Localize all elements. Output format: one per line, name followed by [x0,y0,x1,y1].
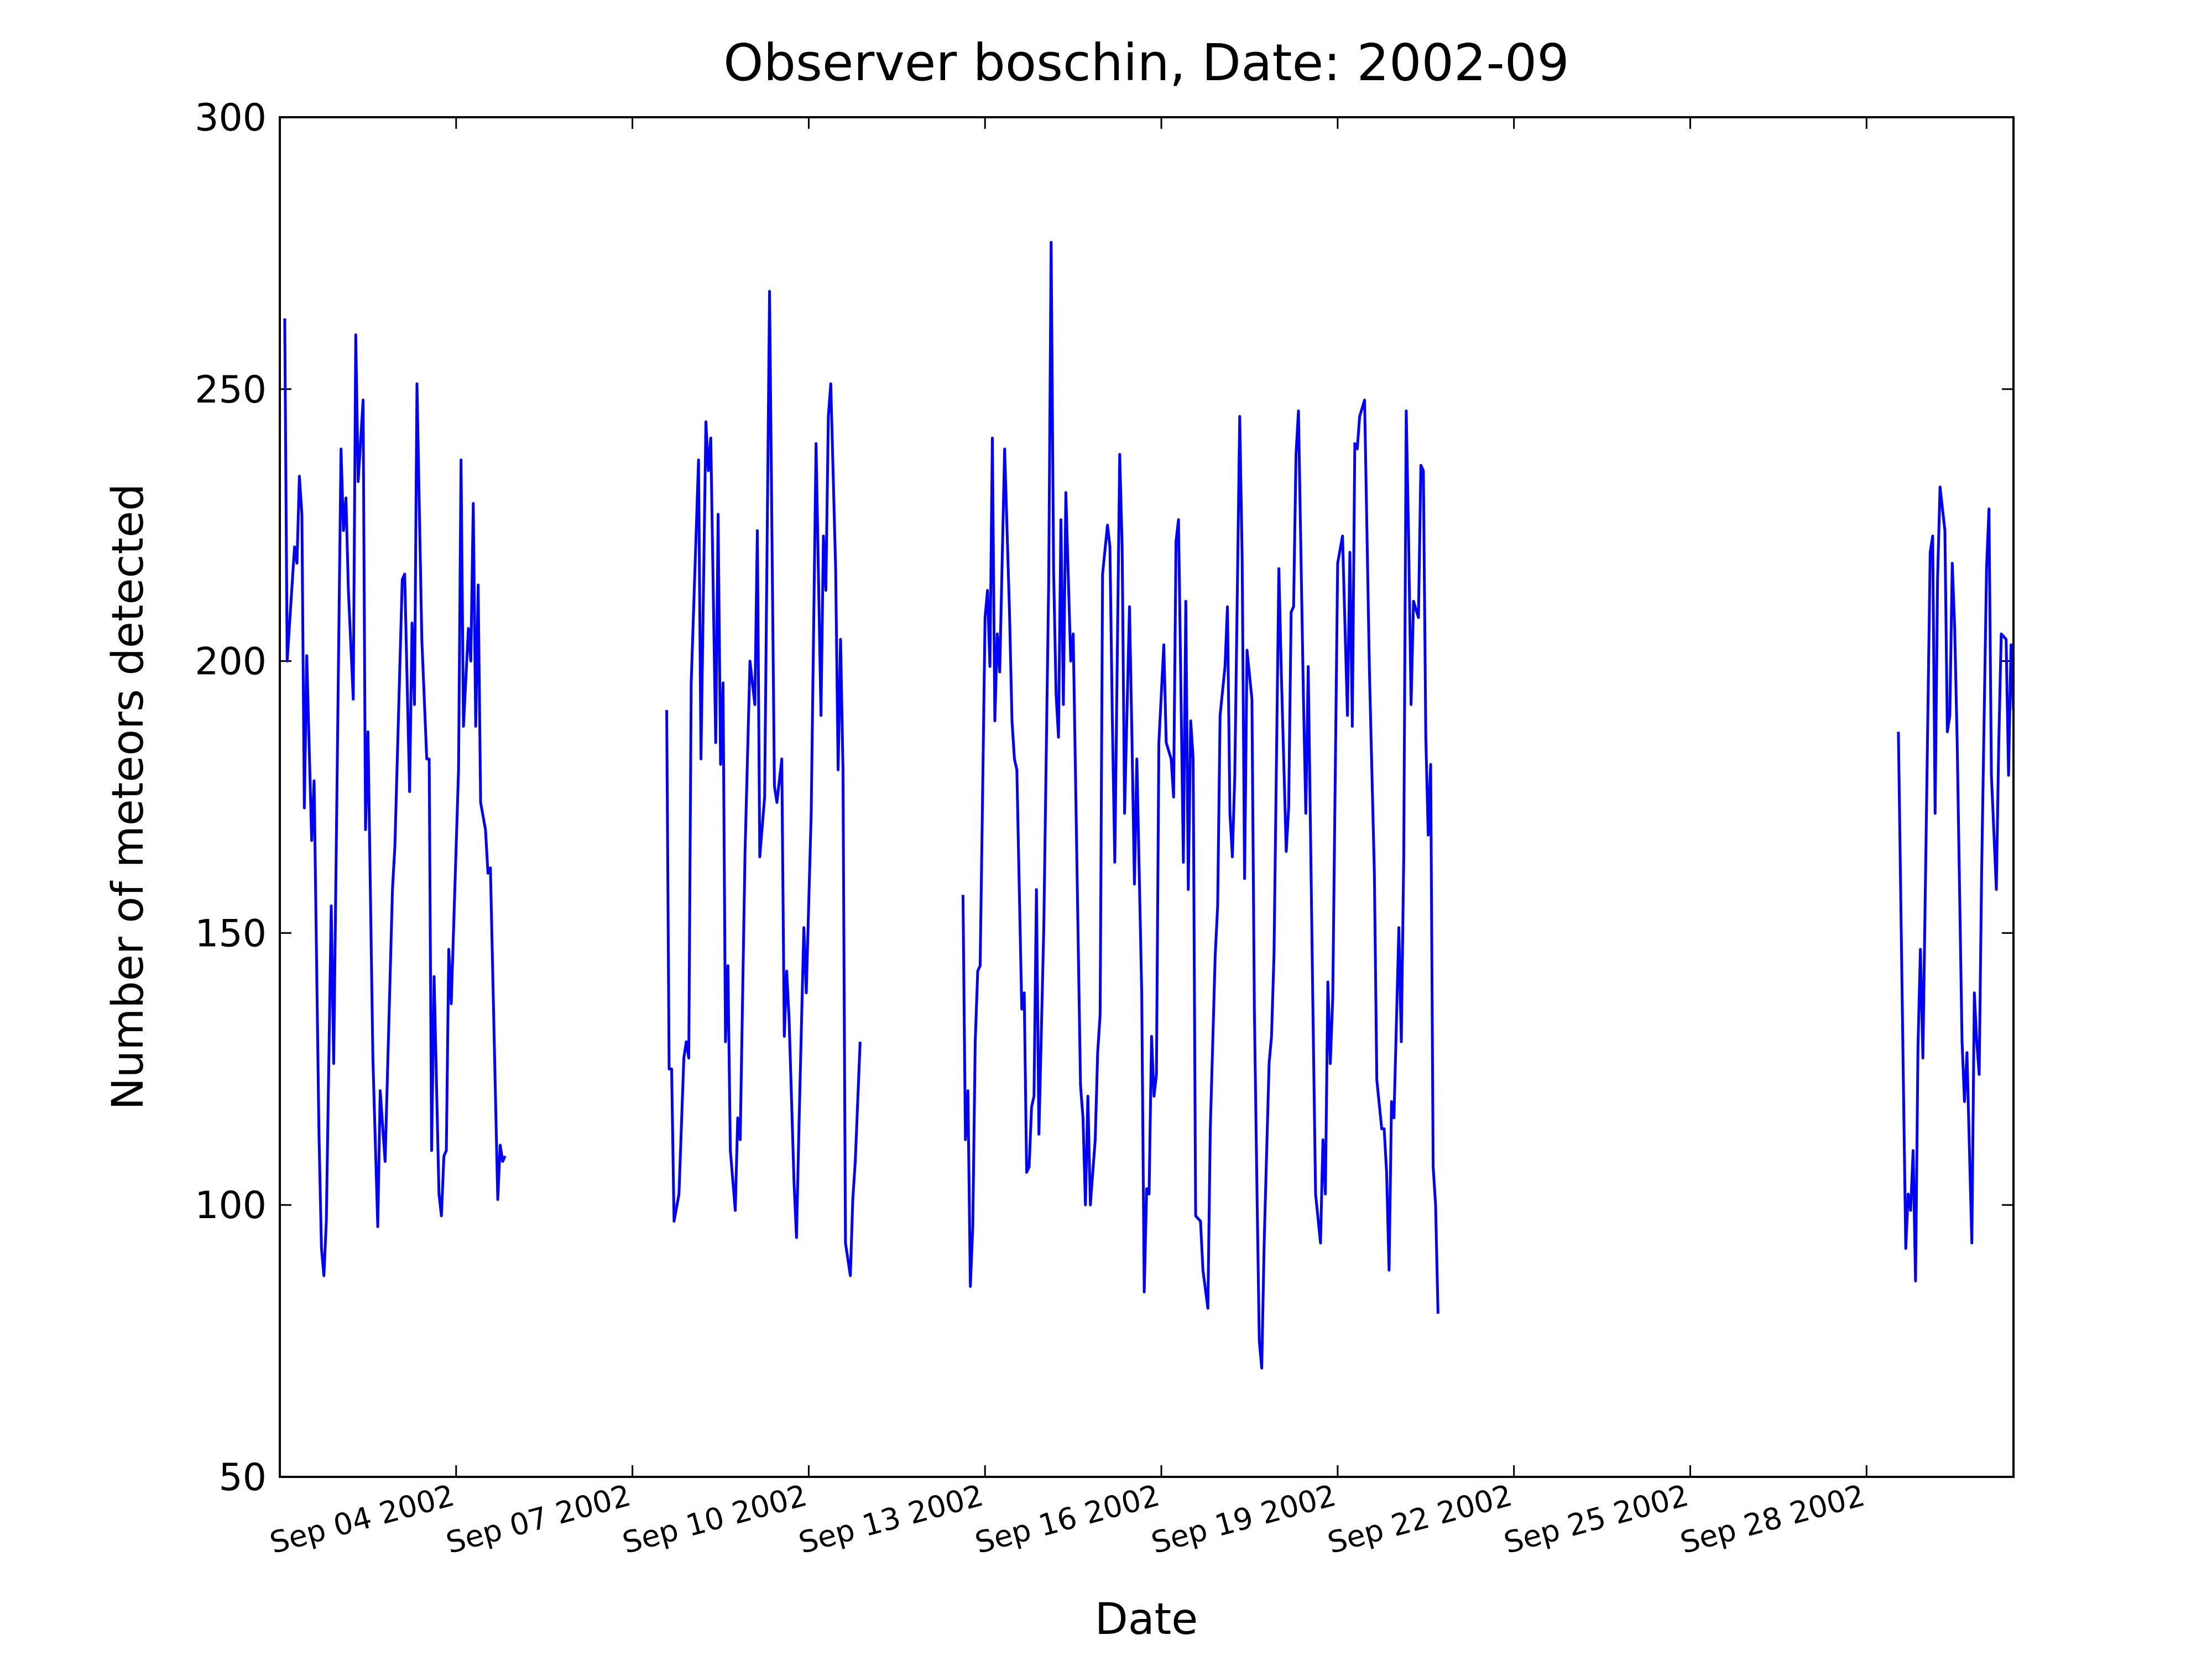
y-tick-label: 150 [195,912,267,955]
x-tick-label: Sep 04 2002 [266,1478,458,1560]
data-line [665,290,862,1277]
plot-frame [279,116,2015,1478]
x-tick-label: Sep 19 2002 [1147,1478,1339,1560]
y-axis-label: Number of meteors detected [103,484,153,1110]
data-line [283,318,507,1277]
y-tick-label: 100 [195,1184,267,1228]
x-tick-label: Sep 28 2002 [1677,1478,1869,1560]
y-tick-label: 300 [195,96,267,140]
y-tick-label: 250 [195,368,267,412]
data-line [1897,485,2013,1283]
chart-title: Observer boschin, Date: 2002-09 [723,33,1569,92]
x-tick-label: Sep 22 2002 [1324,1478,1516,1560]
y-tick-label: 200 [195,640,267,684]
x-axis-label: Date [1095,1595,1198,1644]
x-tick-label: Sep 13 2002 [795,1478,987,1560]
x-tick-label: Sep 10 2002 [619,1478,811,1560]
data-line [961,241,1439,1370]
x-tick-label: Sep 25 2002 [1500,1478,1692,1560]
x-tick-label: Sep 16 2002 [972,1478,1164,1560]
x-tick-label: Sep 07 2002 [442,1478,634,1560]
y-tick-label: 50 [218,1456,267,1500]
